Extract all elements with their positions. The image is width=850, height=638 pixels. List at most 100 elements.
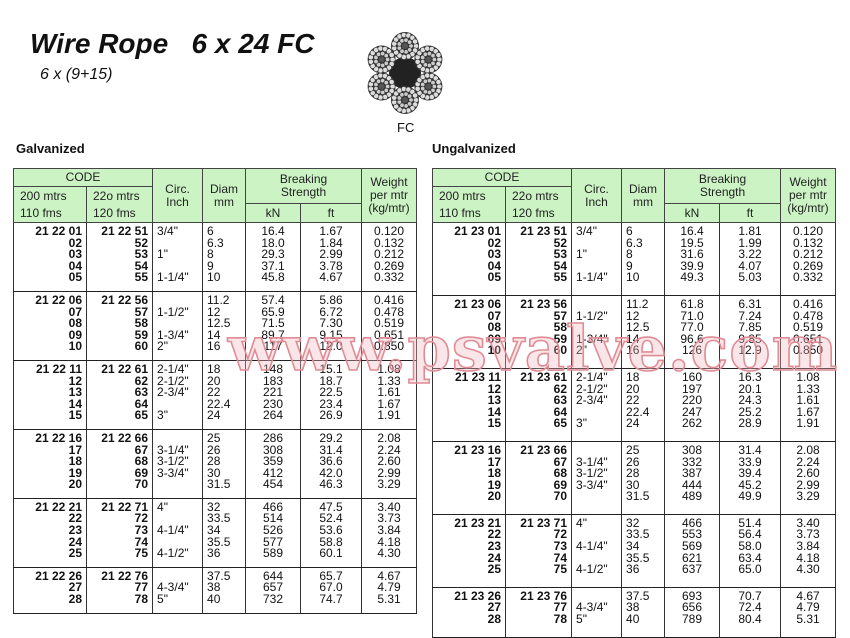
ungalvanized-table: CODE Circ. Inch Diam mm Breaking Strength Weigh… (431, 168, 837, 638)
breaking-strength-kn: 160 (682, 369, 703, 384)
diameter-mm: 18 (207, 361, 221, 376)
code-200m-cell: 21 22 26 27 28 (13, 567, 87, 614)
breaking-strength-kn: 466 (682, 515, 703, 530)
weight-per-metre-cell: 0.416 0.478 0.519 0.651 0.850 (361, 291, 418, 361)
code-220m: 77 (134, 580, 149, 595)
code-220-header-text: 22o mtrs (512, 188, 559, 203)
circumference-cell: 3/4" 1" 1-1/4" (152, 222, 204, 292)
breaking-strength-ft: 42.0 (319, 465, 343, 480)
breaking-strength-kn: 308 (682, 442, 703, 457)
code-200m: 25 (68, 546, 82, 561)
circumference: 4-3/4" (157, 580, 189, 595)
diameter-mm: 40 (626, 612, 640, 627)
breaking-strength-kn-cell: 693 656 789 (664, 587, 721, 638)
rope-core (389, 57, 421, 89)
weight-header-text: per mtr (789, 188, 828, 202)
rope-wire (388, 79, 395, 85)
code-220m: 75 (553, 562, 568, 577)
code-200m: 21 23 26 (454, 588, 501, 603)
diameter-mm: 22.4 (626, 404, 650, 419)
diameter-mm: 31.5 (626, 489, 650, 504)
diameter-mm: 38 (626, 600, 640, 615)
weight-header-text: Weight (370, 175, 408, 189)
code-200m: 02 (487, 235, 501, 250)
circumference: 4-1/2" (157, 546, 189, 561)
circumference: 3-3/4" (576, 477, 608, 492)
rope-wire (376, 62, 382, 68)
breaking-strength-ft: 31.4 (319, 442, 343, 457)
circumference: 2-3/4" (157, 385, 189, 400)
breaking-strength-kn-cell: 16.4 18.0 29.3 37.1 45.8 (245, 222, 302, 292)
diameter-mm: 12.5 (626, 320, 650, 335)
breaking-strength-ft: 70.7 (738, 588, 762, 603)
weight-per-metre: 4.67 (796, 588, 820, 603)
code-220m: 62 (553, 381, 568, 396)
breaking-strength-kn: 489 (682, 489, 703, 504)
code-220m: 72 (134, 511, 149, 526)
breaking-strength-kn: 569 (682, 539, 703, 554)
breaking-strength-kn-cell: 57.4 65.9 71.5 89.7 117 (245, 291, 302, 361)
weight-per-metre: 0.269 (793, 258, 824, 273)
breaking-strength-ft: 4.67 (319, 270, 343, 285)
breaking-strength-ft: 5.86 (319, 292, 343, 307)
diameter-mm: 33.5 (626, 527, 650, 542)
code-220m: 21 22 71 (101, 499, 149, 514)
circumference-cell: 3-1/4" 3-1/2" 3-3/4" (152, 429, 204, 499)
weight-per-metre: 0.850 (374, 339, 405, 354)
rope-wire (373, 59, 379, 65)
code-200m: 12 (68, 373, 82, 388)
diameter-mm: 32 (207, 499, 221, 514)
diameter-mm: 16 (626, 343, 640, 358)
diameter-mm: 6.3 (626, 235, 643, 250)
breaking-strength-ft-cell: 16.3 20.1 24.3 25.2 28.9 (719, 368, 782, 442)
code-200-header-text: 200 mtrs (439, 188, 486, 203)
code-200m: 21 22 26 (35, 568, 82, 583)
weight-per-metre-cell: 4.67 4.79 5.31 (780, 587, 837, 638)
breaking-strength-kn: 31.6 (680, 247, 704, 262)
diameter-mm-cell: 32 33.5 34 35.5 36 (202, 498, 247, 568)
table-row-group: 21 23 26 27 28 21 23 76 77 78 4-3/4" 5" 37.5 38 40… (432, 587, 837, 638)
breaking-strength-ft: 7.85 (738, 320, 762, 335)
weight-per-metre: 4.79 (796, 600, 820, 615)
weight-per-metre: 3.40 (796, 515, 820, 530)
weight-header: Weight per mtr (kg/mtr) (780, 168, 837, 223)
code-220m-cell: 21 22 76 77 78 (85, 567, 154, 614)
table-row-group: 21 23 16 17 18 19 20 21 23 66 67 68 69 70 3-1/4" 3-… (432, 441, 837, 515)
diameter-mm: 34 (207, 523, 221, 538)
circumference-cell: 4" 4-1/4" 4-1/2" (152, 498, 204, 568)
code-200m: 21 22 11 (35, 361, 82, 376)
code-220m: 63 (134, 385, 149, 400)
weight-per-metre: 2.08 (796, 442, 820, 457)
code-220m: 78 (134, 592, 149, 607)
rope-wire (407, 39, 413, 45)
rope-wire (403, 103, 409, 109)
code-200m: 12 (487, 381, 501, 396)
diam-header: Diam mm (202, 168, 247, 223)
code-200m: 15 (487, 416, 501, 431)
diameter-mm: 12.5 (207, 316, 231, 331)
diameter-mm: 25 (626, 442, 640, 457)
diameter-mm: 31.5 (207, 477, 231, 492)
breaking-strength-header-text: Strength (699, 185, 746, 199)
kn-header: kN (664, 203, 721, 223)
breaking-strength-kn: 444 (682, 477, 703, 492)
code-200m-cell: 21 22 16 17 18 19 20 (13, 429, 87, 499)
breaking-strength-kn: 577 (263, 534, 284, 549)
diameter-mm: 24 (207, 408, 221, 423)
diameter-mm: 22 (207, 385, 221, 400)
breaking-strength-kn-cell: 16.4 19.5 31.6 39.9 49.3 (664, 222, 721, 296)
breaking-strength-kn: 589 (263, 546, 284, 561)
circumference-cell: 4" 4-1/4" 4-1/2" (571, 514, 623, 588)
breaking-strength-kn: 359 (263, 454, 284, 469)
weight-per-metre: 3.84 (796, 539, 820, 554)
breaking-strength-kn: 264 (263, 408, 284, 423)
breaking-strength-header-text: Breaking (698, 172, 747, 186)
circumference-cell: 2-1/4" 2-1/2" 2-3/4" 3" (152, 360, 204, 430)
breaking-strength-kn: 126 (682, 343, 703, 358)
breaking-strength-kn-cell: 466 553 569 621 637 (664, 514, 721, 588)
code-200m-cell: 21 23 01 02 03 04 05 (432, 222, 506, 296)
diameter-mm-cell: 18 20 22 22.4 24 (621, 368, 666, 442)
weight-header-text: (kg/mtr) (787, 201, 829, 215)
diameter-mm-cell: 25 26 28 30 31.5 (202, 429, 247, 499)
breaking-strength-ft: 58.0 (738, 539, 762, 554)
